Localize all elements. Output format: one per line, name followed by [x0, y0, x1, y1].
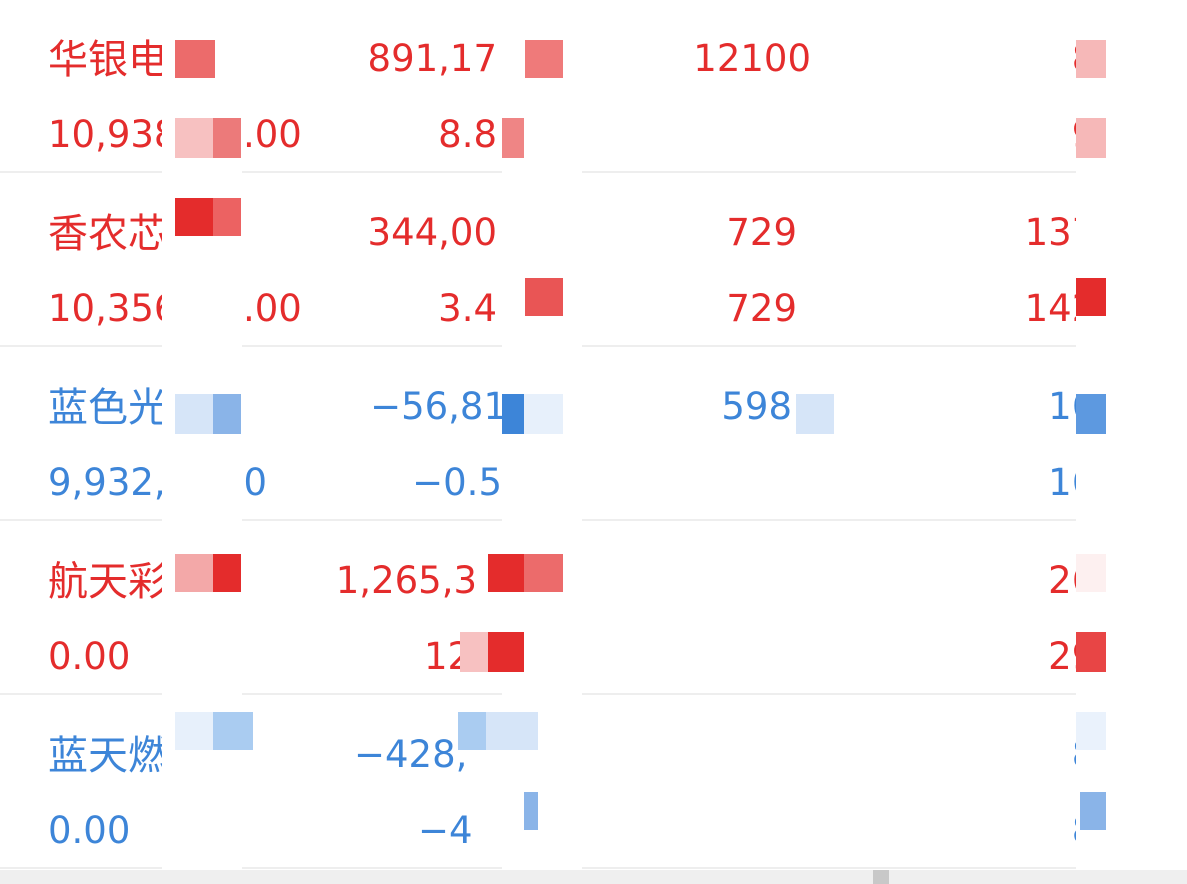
change-percent: 8.8 — [438, 113, 497, 156]
mosaic-block — [213, 712, 253, 750]
stock-name: 香农芯 — [48, 211, 168, 257]
stock-row[interactable]: 香农芯 10,356 .00 344,00 3.4 729 729 137. 1… — [0, 174, 1187, 347]
volume: 12100 — [693, 37, 811, 80]
net-inflow: 891,17 — [367, 37, 497, 80]
mosaic-block — [524, 792, 538, 830]
mosaic-block — [525, 40, 563, 78]
change-percent: −4 — [418, 809, 473, 852]
mosaic-redaction-strip — [796, 0, 876, 870]
mosaic-block — [1080, 792, 1106, 830]
mosaic-block — [1076, 40, 1106, 78]
mosaic-block — [1076, 712, 1106, 750]
mosaic-block — [488, 632, 524, 672]
stock-name: 华银电 — [48, 37, 168, 83]
mosaic-block — [213, 394, 241, 434]
mosaic-block — [796, 394, 834, 434]
trade-amount-tail: .00 — [243, 113, 302, 156]
mosaic-block — [1076, 278, 1106, 316]
net-inflow: −428, — [354, 733, 468, 776]
mosaic-block — [458, 712, 486, 750]
net-inflow: 344,00 — [367, 211, 497, 254]
mosaic-block — [213, 118, 241, 158]
mosaic-block — [502, 118, 524, 158]
mosaic-block — [1076, 394, 1106, 434]
mosaic-block — [486, 712, 538, 750]
horizontal-scrollbar-thumb[interactable] — [873, 870, 889, 884]
stock-name: 蓝天燃 — [48, 733, 168, 779]
volume-secondary: 729 — [726, 287, 797, 330]
mosaic-block — [525, 278, 563, 316]
mosaic-block — [524, 394, 563, 434]
mosaic-block — [175, 118, 213, 158]
stock-name: 蓝色光 — [48, 385, 168, 431]
mosaic-block — [175, 554, 213, 592]
trade-amount: 0.00 — [48, 635, 131, 678]
change-percent: 3.4 — [438, 287, 497, 330]
mosaic-block — [213, 198, 241, 236]
mosaic-block — [175, 712, 213, 750]
mosaic-block — [175, 40, 215, 78]
mosaic-block — [524, 554, 563, 592]
mosaic-block — [213, 554, 241, 592]
stock-name: 航天彩 — [48, 559, 168, 605]
trade-amount: 10,356 — [48, 287, 178, 330]
mosaic-block — [1076, 118, 1106, 158]
mosaic-block — [1076, 632, 1106, 672]
mosaic-block — [1076, 554, 1106, 592]
change-percent: −0.5 — [412, 461, 502, 504]
volume: 598 — [721, 385, 792, 428]
trade-amount: 0.00 — [48, 809, 131, 852]
volume: 729 — [726, 211, 797, 254]
mosaic-block — [175, 394, 213, 434]
mosaic-block — [502, 394, 524, 434]
trade-amount: 10,938 — [48, 113, 178, 156]
trade-amount-tail: .00 — [243, 287, 302, 330]
net-inflow: −56,81 — [370, 385, 507, 428]
mosaic-block — [175, 198, 213, 236]
net-inflow: 1,265,3 — [335, 559, 477, 602]
mosaic-block — [460, 632, 488, 672]
horizontal-scrollbar-track[interactable] — [0, 870, 1187, 884]
mosaic-block — [488, 554, 524, 592]
